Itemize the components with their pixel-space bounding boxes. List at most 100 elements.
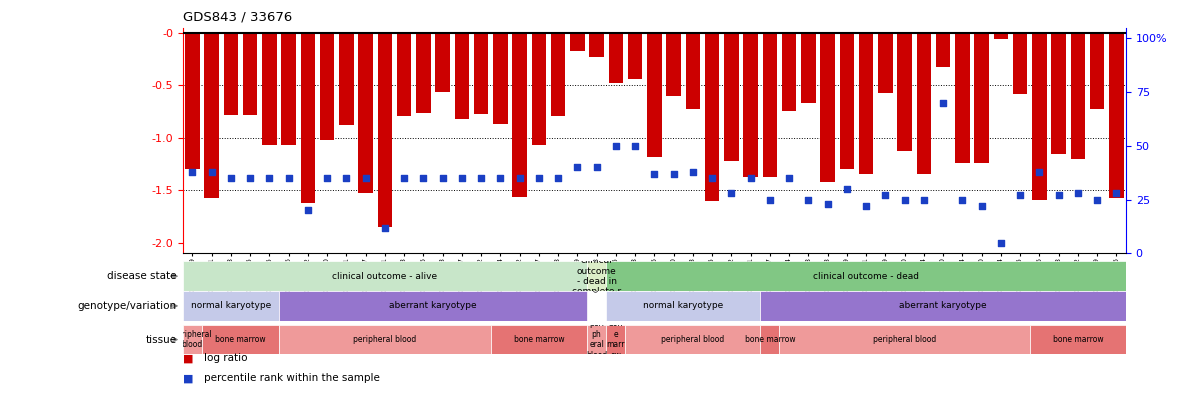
Point xyxy=(356,175,375,181)
Point xyxy=(395,175,414,181)
Bar xyxy=(1013,33,1027,94)
Point xyxy=(511,175,529,181)
Point xyxy=(529,175,548,181)
Text: bone marrow: bone marrow xyxy=(216,335,265,344)
Point xyxy=(1010,192,1029,198)
Point xyxy=(587,164,606,171)
Bar xyxy=(243,33,257,115)
Text: bone marrow: bone marrow xyxy=(744,335,795,344)
Bar xyxy=(224,33,238,115)
Text: bon
e
marr
ow: bon e marr ow xyxy=(607,320,625,360)
Text: ■: ■ xyxy=(183,353,193,364)
Bar xyxy=(686,33,700,109)
Text: genotype/variation: genotype/variation xyxy=(78,301,177,311)
Text: tissue: tissue xyxy=(146,335,177,345)
Point xyxy=(298,207,317,213)
Text: normal karyotype: normal karyotype xyxy=(643,301,724,310)
Point xyxy=(222,175,241,181)
Bar xyxy=(628,33,643,79)
Point xyxy=(375,225,394,231)
Bar xyxy=(760,325,779,354)
Bar xyxy=(493,33,508,124)
Point xyxy=(548,175,567,181)
Bar xyxy=(994,33,1008,39)
Bar xyxy=(435,33,450,92)
Point xyxy=(857,203,876,209)
Bar xyxy=(760,291,1126,321)
Point xyxy=(742,175,760,181)
Point xyxy=(915,196,934,203)
Bar xyxy=(474,33,488,114)
Bar xyxy=(183,291,279,321)
Bar xyxy=(647,33,661,157)
Bar xyxy=(282,33,296,145)
Bar xyxy=(416,33,430,113)
Bar xyxy=(858,33,874,174)
Bar xyxy=(183,325,202,354)
Point xyxy=(818,201,837,207)
Point xyxy=(279,175,298,181)
Text: GDS843 / 33676: GDS843 / 33676 xyxy=(183,11,292,24)
Bar xyxy=(801,33,816,103)
Point xyxy=(202,169,220,175)
Bar xyxy=(916,33,931,174)
Text: normal karyotype: normal karyotype xyxy=(191,301,271,310)
Bar xyxy=(744,33,758,177)
Text: clinical outcome - dead: clinical outcome - dead xyxy=(814,272,920,281)
Bar xyxy=(571,33,585,51)
Point xyxy=(895,196,914,203)
Point xyxy=(626,143,645,149)
Text: ■: ■ xyxy=(183,373,193,383)
Bar xyxy=(626,325,760,354)
Bar xyxy=(705,33,719,201)
Text: peripheral blood: peripheral blood xyxy=(872,335,936,344)
Point xyxy=(1049,192,1068,198)
Point xyxy=(453,175,472,181)
Bar xyxy=(587,261,606,291)
Point xyxy=(779,175,798,181)
Text: peripheral blood: peripheral blood xyxy=(661,335,724,344)
Point xyxy=(703,175,722,181)
Point xyxy=(973,203,992,209)
Bar xyxy=(377,33,393,227)
Point xyxy=(722,190,740,196)
Text: bone marrow: bone marrow xyxy=(514,335,565,344)
Text: aberrant karyotype: aberrant karyotype xyxy=(900,301,987,310)
Point xyxy=(934,100,953,106)
Bar xyxy=(301,33,315,203)
Bar xyxy=(185,33,199,169)
Bar xyxy=(1089,33,1105,109)
Bar xyxy=(606,261,1126,291)
Text: peri
ph
eral
blood: peri ph eral blood xyxy=(586,320,607,360)
Bar xyxy=(606,291,760,321)
Bar xyxy=(490,325,587,354)
Bar xyxy=(183,261,587,291)
Bar xyxy=(358,33,373,192)
Point xyxy=(760,196,779,203)
Point xyxy=(414,175,433,181)
Point xyxy=(606,143,625,149)
Point xyxy=(259,175,278,181)
Point xyxy=(337,175,356,181)
Point xyxy=(876,192,895,198)
Point xyxy=(1068,190,1087,196)
Point xyxy=(241,175,259,181)
Point xyxy=(183,169,202,175)
Bar xyxy=(320,33,335,140)
Point xyxy=(992,240,1010,246)
Bar xyxy=(763,33,777,177)
Bar xyxy=(1032,33,1047,200)
Bar xyxy=(513,33,527,197)
Point xyxy=(1030,169,1049,175)
Bar xyxy=(1052,33,1066,154)
Point xyxy=(837,186,856,192)
Point xyxy=(799,196,818,203)
Bar xyxy=(279,291,587,321)
Text: log ratio: log ratio xyxy=(204,353,248,364)
Bar xyxy=(782,33,796,110)
Bar xyxy=(340,33,354,126)
Bar xyxy=(279,325,490,354)
Text: peripheral blood: peripheral blood xyxy=(354,335,416,344)
Bar xyxy=(779,325,1029,354)
Text: bone marrow: bone marrow xyxy=(1053,335,1104,344)
